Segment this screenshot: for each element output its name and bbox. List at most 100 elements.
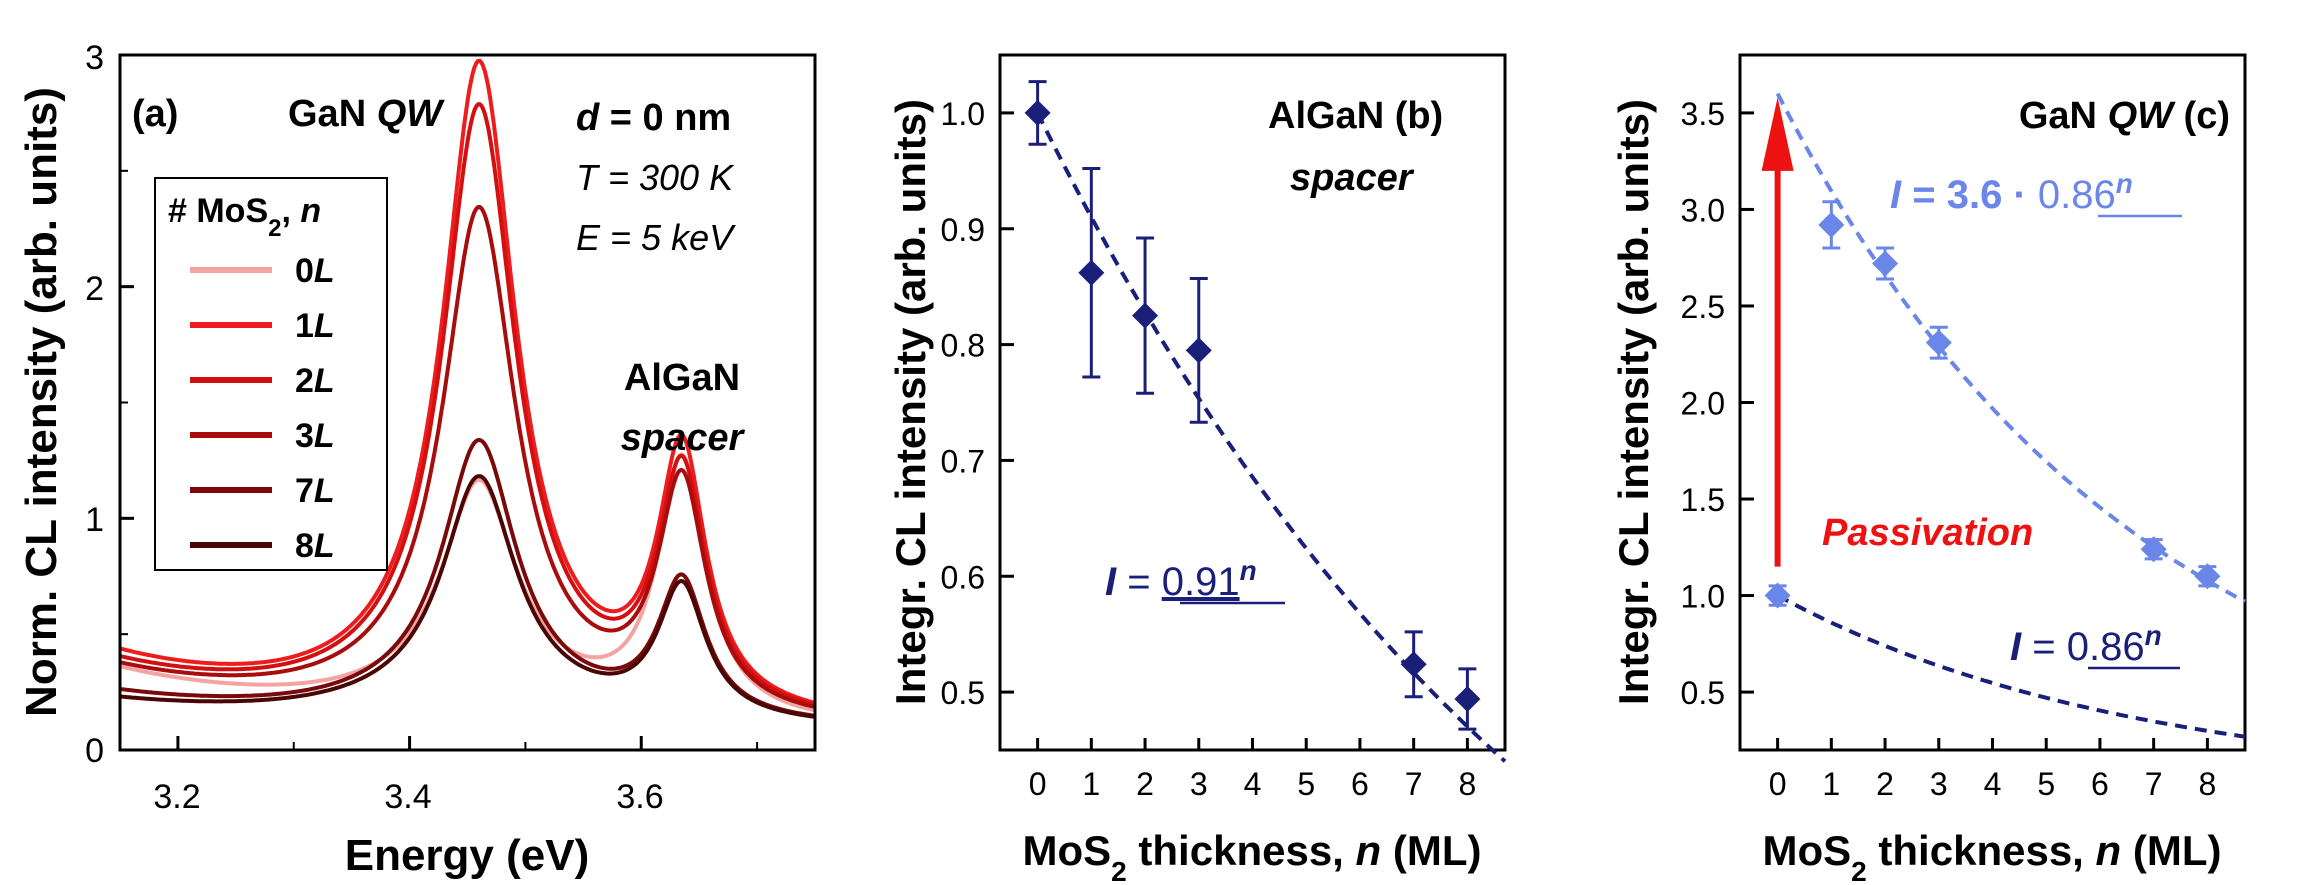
panel-c xyxy=(1738,53,2247,752)
c-point xyxy=(1764,582,1791,609)
b-point xyxy=(1185,337,1212,364)
a-cond-e: E = 5 keV xyxy=(576,217,736,258)
c-passivation-label: Passivation xyxy=(1822,512,2033,554)
panel-c-points xyxy=(1764,200,2221,609)
b-point xyxy=(1024,99,1051,126)
c-xtick-label: 8 xyxy=(2198,766,2216,802)
a-legend: # MoS2, n 0L 1L 2L 3L 7L 8L xyxy=(154,177,388,571)
c-ytick-label: 1.0 xyxy=(1681,579,1725,615)
b-ytick-label: 1.0 xyxy=(941,96,985,132)
c-fit-lower xyxy=(1776,593,2246,739)
a-legend-entry-8: 8L xyxy=(295,527,335,565)
a-legend-entry-0: 0L xyxy=(295,252,335,290)
b-fit-curve xyxy=(1035,112,1507,763)
b-ytick-label: 0.6 xyxy=(941,559,985,595)
panel-b-fit xyxy=(1035,112,1507,763)
b-xtick-label: 8 xyxy=(1458,766,1476,802)
panel-a-ticks xyxy=(120,53,759,752)
b-label-algan: AlGaN (b) xyxy=(1268,95,1443,137)
b-xlabel: MoS2 thickness, n (ML) xyxy=(1023,827,1482,885)
c-xtick-label: 1 xyxy=(1822,766,1840,802)
c-fit-upper xyxy=(1775,92,2246,604)
a-legend-entry-3: 3L xyxy=(295,417,335,455)
b-xtick-label: 1 xyxy=(1082,766,1100,802)
c-ytick-label: 3.0 xyxy=(1681,192,1725,228)
c-ytick-label: 0.5 xyxy=(1681,675,1725,711)
c-ylabel: Integr. CL intensity (arb. units) xyxy=(1610,99,1657,705)
c-xtick-label: 7 xyxy=(2145,766,2163,802)
b-xtick-label: 6 xyxy=(1351,766,1369,802)
a-cond-d: d = 0 nm xyxy=(576,97,731,139)
panel-b: 0 1 2 3 4 5 6 7 8 0.5 0.6 0.7 0.8 0.9 1.… xyxy=(941,53,1507,802)
a-xtick-label: 3.2 xyxy=(153,778,200,816)
a-series-3L xyxy=(120,204,815,709)
b-point xyxy=(1400,651,1427,678)
a-ytick-label: 2 xyxy=(85,270,104,308)
b-ytick-label: 0.8 xyxy=(941,328,985,364)
panel-c-frame xyxy=(1738,53,2247,752)
b-ylabel: Integr. CL intensity (arb. units) xyxy=(887,99,934,705)
c-fit-lower-equation: I = 0.86n xyxy=(2010,620,2162,670)
a-ytick-label: 0 xyxy=(85,732,104,770)
c-ytick-label: 3.5 xyxy=(1681,96,1725,132)
panel-b-ticks xyxy=(1000,111,1469,750)
c-xtick-label: 4 xyxy=(1984,766,2002,802)
a-panel-label: (a) xyxy=(132,93,178,135)
a-xlabel: Energy (eV) xyxy=(345,831,590,880)
c-xtick-label: 6 xyxy=(2091,766,2109,802)
c-point xyxy=(2194,563,2221,590)
c-point xyxy=(1872,250,1899,277)
panel-b-points xyxy=(1024,80,1481,731)
b-xtick-label: 7 xyxy=(1405,766,1423,802)
a-legend-title: # MoS2, n xyxy=(168,192,321,242)
a-series-1L xyxy=(120,58,815,705)
a-legend-entries: 0L 1L 2L 3L 7L 8L xyxy=(190,252,335,565)
c-ytick-label: 1.5 xyxy=(1681,482,1725,518)
b-point xyxy=(1132,302,1159,329)
b-point xyxy=(1078,259,1105,286)
a-xtick-label: 3.6 xyxy=(616,778,663,816)
a-ytick-label: 1 xyxy=(85,501,104,539)
c-xtick-label: 3 xyxy=(1930,766,1948,802)
a-legend-entry-7: 7L xyxy=(295,472,335,510)
a-series-2L xyxy=(120,101,815,707)
c-label-gan-qw: GaN QW (c) xyxy=(2019,95,2230,137)
c-ytick-label: 2.0 xyxy=(1681,386,1725,422)
c-ytick-label: 2.5 xyxy=(1681,289,1725,325)
panel-a-curves xyxy=(120,58,815,719)
a-algan-label: AlGaN xyxy=(624,357,740,399)
a-ylabel: Norm. CL intensity (arb. units) xyxy=(17,87,66,717)
c-xlabel: MoS2 thickness, n (ML) xyxy=(1763,827,2222,885)
a-xtick-label: 3.4 xyxy=(384,778,431,816)
c-xtick-label: 2 xyxy=(1876,766,1894,802)
a-gan-qw-label: GaN QW xyxy=(288,93,445,135)
b-ytick-label: 0.5 xyxy=(941,675,985,711)
a-series-8L xyxy=(120,474,815,719)
a-legend-entry-1: 1L xyxy=(295,307,335,345)
b-label-spacer: spacer xyxy=(1290,157,1415,199)
b-xtick-label: 0 xyxy=(1029,766,1047,802)
b-ytick-label: 0.7 xyxy=(941,443,985,479)
c-xtick-label: 5 xyxy=(2037,766,2055,802)
b-ytick-label: 0.9 xyxy=(941,212,985,248)
a-legend-entry-2: 2L xyxy=(295,362,335,400)
c-xtick-label: 0 xyxy=(1769,766,1787,802)
panel-b-frame xyxy=(998,53,1507,752)
c-arrow-head xyxy=(1761,97,1794,171)
c-fit-upper-equation: I = 3.6 · 0.86n xyxy=(1890,168,2133,218)
c-point xyxy=(1818,211,1845,238)
b-xtick-label: 5 xyxy=(1297,766,1315,802)
a-ytick-label: 3 xyxy=(85,39,104,77)
b-fit-equation: I = 0.91n xyxy=(1105,555,1257,605)
panel-a: 3.2 3.4 3.6 0 1 2 3 Energy (eV) Norm. CL… xyxy=(17,39,817,880)
panel-c-ticks xyxy=(1740,111,2209,750)
a-legend-box xyxy=(154,177,388,571)
b-xtick-label: 3 xyxy=(1190,766,1208,802)
c-point xyxy=(1925,329,1952,356)
a-cond-t: T = 300 K xyxy=(576,157,735,198)
b-xtick-label: 4 xyxy=(1244,766,1262,802)
b-xtick-label: 2 xyxy=(1136,766,1154,802)
panel-c-fit xyxy=(1775,92,2246,739)
c-point xyxy=(2140,536,2167,563)
